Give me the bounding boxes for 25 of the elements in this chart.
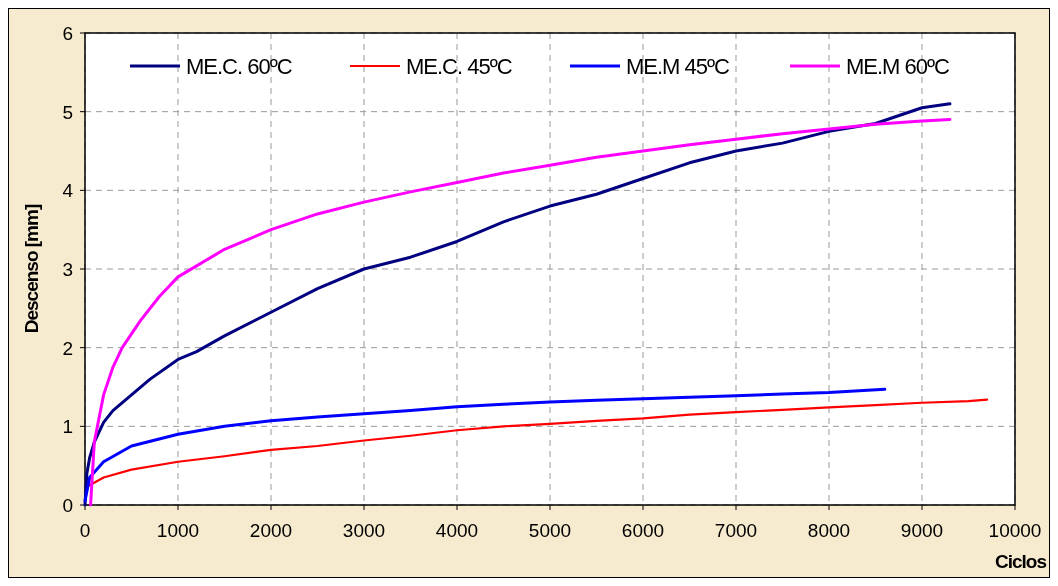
x-tick-label: 6000 [621,520,665,541]
x-tick-label: 1000 [156,520,200,541]
legend-label: ME.M 45ºC [626,54,731,79]
x-tick-label: 3000 [342,520,386,541]
x-tick-label: 8000 [807,520,851,541]
y-tick-label: 4 [62,180,74,202]
x-tick-label: 9000 [900,520,944,541]
y-axis-title: Descenso [mm] [21,204,42,334]
legend-label: ME.C. 60ºC [186,54,293,79]
y-tick-label: 1 [62,416,73,438]
x-tick-label: 2000 [249,520,293,541]
x-tick-label: 4000 [435,520,479,541]
x-tick-label: 7000 [714,520,758,541]
y-tick-label: 5 [62,101,73,123]
x-tick-label: 5000 [528,520,572,541]
y-tick-label: 0 [62,495,73,516]
y-tick-label: 3 [62,259,73,280]
x-tick-label: 0 [79,520,91,541]
x-tick-label: 10000 [988,520,1042,541]
y-tick-label: 6 [62,23,73,44]
x-axis-title: Ciclos [994,551,1047,572]
y-tick-label: 2 [62,337,73,359]
legend-label: ME.M 60ºC [846,54,951,79]
legend-label: ME.C. 45ºC [406,54,513,79]
line-series [83,387,887,503]
